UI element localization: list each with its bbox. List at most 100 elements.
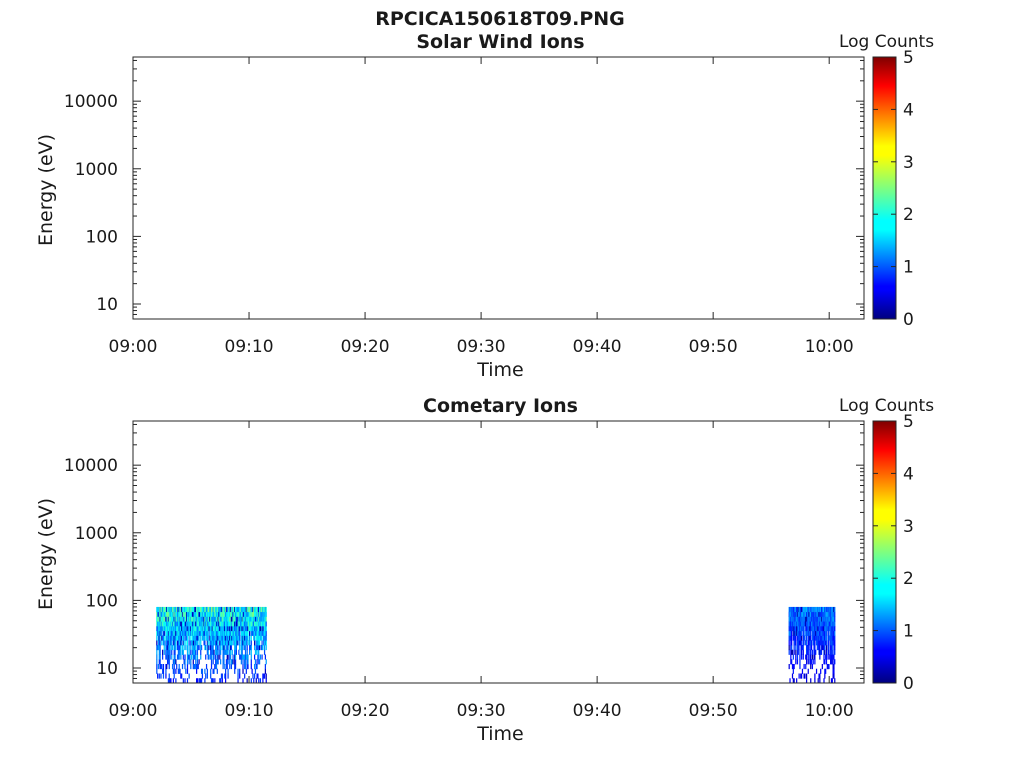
spectrogram-cell (222, 640, 224, 646)
spectrogram-cell (156, 668, 158, 674)
spectrogram-cell (255, 649, 257, 655)
spectrogram-cell (169, 616, 171, 622)
spectrogram-cell (166, 649, 169, 655)
spectrogram-cell (162, 625, 165, 632)
spectrogram-cell (224, 621, 226, 627)
spectrogram-cell (255, 635, 257, 641)
spectrogram-cell (805, 606, 808, 613)
spectrogram-cell (231, 635, 233, 641)
spectrogram-cell (226, 616, 228, 622)
spectrogram-cell (225, 616, 228, 622)
spectrogram-cell (209, 611, 211, 617)
spectrogram-cell (156, 635, 158, 641)
spectrogram-cell (824, 668, 826, 674)
spectrogram-cell (814, 659, 816, 665)
spectrogram-cell (171, 611, 173, 617)
spectrogram-cell (795, 654, 797, 660)
spectrogram-cell (833, 649, 835, 655)
spectrogram-cell (237, 678, 239, 683)
spectrogram-cell (226, 640, 228, 646)
spectrogram-cell (212, 630, 214, 636)
spectrogram-cell (171, 616, 174, 622)
spectrogram-cell (250, 640, 252, 646)
spectrogram-cell (156, 616, 158, 622)
spectrogram-cell (825, 621, 828, 627)
spectrogram-cell (175, 635, 177, 641)
spectrogram-cell (215, 644, 217, 651)
spectrogram-cell (816, 630, 818, 636)
spectrogram-cell (792, 611, 794, 617)
spectrogram-cell (826, 611, 828, 617)
spectrogram-cell (797, 635, 799, 641)
spectrogram-cell (167, 606, 170, 613)
colorbar-tick-label: 1 (903, 258, 914, 278)
spectrogram-cell (157, 621, 159, 627)
spectrogram-cell (171, 606, 174, 613)
spectrogram-cell (244, 625, 246, 632)
spectrogram-cell (797, 606, 799, 613)
spectrogram-cell (160, 621, 162, 627)
spectrogram-cell (200, 630, 202, 636)
spectrogram-cell (163, 630, 165, 636)
spectrogram-cell (167, 616, 170, 622)
spectrogram-cell (239, 644, 241, 651)
spectrogram-cell (831, 644, 833, 651)
spectrogram-cell (234, 640, 236, 646)
spectrogram-cell (820, 625, 822, 632)
spectrogram-cell (831, 649, 833, 655)
spectrogram-cell (189, 611, 191, 617)
spectrogram-cell (208, 621, 210, 627)
spectrogram-cell (834, 625, 836, 632)
spectrogram-cell (205, 621, 207, 627)
spectrogram-cell (807, 668, 809, 674)
colorbar-tick-label: 5 (903, 412, 914, 432)
spectrogram-cell (239, 668, 241, 674)
spectrogram-cell (165, 606, 167, 613)
spectrogram-cell (223, 635, 225, 641)
spectrogram-cell (193, 644, 195, 651)
spectrogram-cell (260, 616, 262, 622)
spectrogram-cell (225, 630, 227, 636)
y-tick-label: 1000 (75, 524, 118, 544)
spectrogram-cell (242, 678, 244, 683)
spectrogram-cell (793, 640, 795, 646)
spectrogram-cell (795, 649, 797, 655)
spectrogram-cell (220, 644, 222, 651)
spectrogram-cell (186, 630, 188, 636)
spectrogram-cell (802, 640, 804, 646)
spectrogram-cell (236, 606, 238, 613)
spectrogram-cell (221, 678, 223, 683)
x-tick-label: 09:40 (573, 337, 622, 357)
spectrogram-cell (253, 630, 255, 636)
spectrogram-cell (229, 640, 231, 646)
spectrogram-cell (158, 621, 160, 627)
spectrogram-cell (224, 635, 226, 641)
spectrogram-cell (258, 640, 261, 646)
spectrogram-cell (826, 606, 828, 613)
spectrogram-cell (217, 630, 219, 636)
spectrogram-cell (257, 606, 259, 613)
spectrogram-cell (799, 616, 801, 622)
spectrogram-cell (242, 654, 244, 660)
spectrogram-cell (812, 606, 814, 613)
spectrogram-cell (216, 659, 218, 665)
spectrogram-cell (234, 606, 237, 613)
y-tick-label: 1000 (75, 160, 118, 180)
spectrogram-cell (232, 659, 234, 665)
spectrogram-cell (203, 625, 205, 632)
spectrogram-cell (258, 625, 260, 632)
spectrogram-cell (174, 635, 176, 641)
spectrogram-cell (263, 611, 266, 617)
spectrogram-cell (251, 616, 253, 622)
spectrogram-cell (189, 630, 191, 636)
spectrogram-cell (805, 649, 808, 655)
spectrogram-cell (205, 635, 208, 641)
spectrogram-cell (791, 606, 793, 613)
spectrogram-cell (176, 635, 178, 641)
spectrogram-cell (215, 616, 218, 622)
spectrogram-cell (789, 630, 791, 636)
spectrogram-cell (182, 678, 184, 683)
spectrogram-cell (257, 649, 259, 655)
spectrogram-cell (828, 635, 830, 641)
spectrogram-cell (171, 606, 173, 613)
